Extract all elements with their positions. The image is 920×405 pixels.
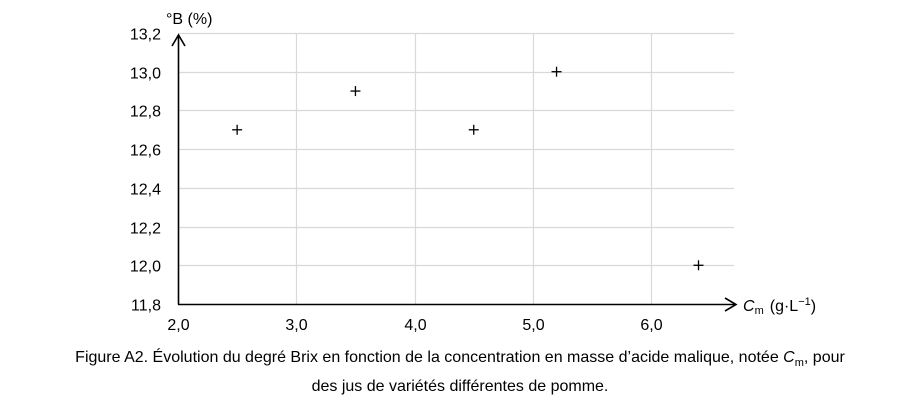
x-tick-label: 2,0 [167,317,189,334]
data-point [693,260,704,271]
caption-line-2: des jus de variétés différentes de pomme… [311,378,609,396]
x-axis-unit-exponent: −1 [798,296,811,308]
x-tick-label: 5,0 [522,317,544,334]
y-tick-label: 13,0 [130,66,161,83]
x-tick-labels: 2,0 3,0 4,0 5,0 6,0 [167,317,662,334]
y-tick-label: 12,2 [130,221,161,238]
data-points [232,66,704,271]
y-axis-arrow [171,33,186,47]
y-axis-label: °B (%) [166,11,212,28]
y-tick-label: 11,8 [131,298,161,315]
y-tick-labels: 11,8 12,0 12,2 12,4 12,6 12,8 13,0 13,2 [130,27,161,315]
x-axis-unit-close: ) [811,298,816,315]
x-tick-label: 6,0 [640,317,662,334]
data-point [468,124,479,135]
x-axis-subscript: m [755,305,764,317]
x-tick-label: 4,0 [404,317,426,334]
x-tick-label: 3,0 [285,317,307,334]
y-tick-label: 12,6 [130,143,161,160]
x-axis-symbol: C [743,298,755,315]
y-tick-label: 12,0 [130,259,161,276]
scatter-chart: 11,8 12,0 12,2 12,4 12,6 12,8 13,0 13,2 2,0 3,0 4… [130,11,816,334]
data-point [350,86,361,97]
chart-canvas: 11,8 12,0 12,2 12,4 12,6 12,8 13,0 13,2 2,0 3,0 4… [130,11,816,334]
caption-symbol: C [783,349,795,366]
caption-text-start: Figure A2. Évolution du degré Brix en fo… [75,349,784,366]
grid-lines [178,32,734,304]
y-tick-label: 12,8 [130,104,161,121]
x-axis-unit: (g·L [770,298,799,315]
y-tick-label: 12,4 [130,182,161,199]
data-point [232,124,243,135]
axes [171,33,738,312]
y-tick-label: 13,2 [130,27,161,44]
figure-caption: Figure A2. Évolution du degré Brix en fo… [0,346,920,399]
caption-text-end: , pour [803,349,845,366]
caption-subscript: m [794,357,804,370]
caption-line-1: Figure A2. Évolution du degré Brix en fo… [0,346,920,375]
data-point [551,66,562,77]
x-axis-label: Cm (g·L−1) [743,296,816,317]
x-axis-arrow [724,297,738,312]
